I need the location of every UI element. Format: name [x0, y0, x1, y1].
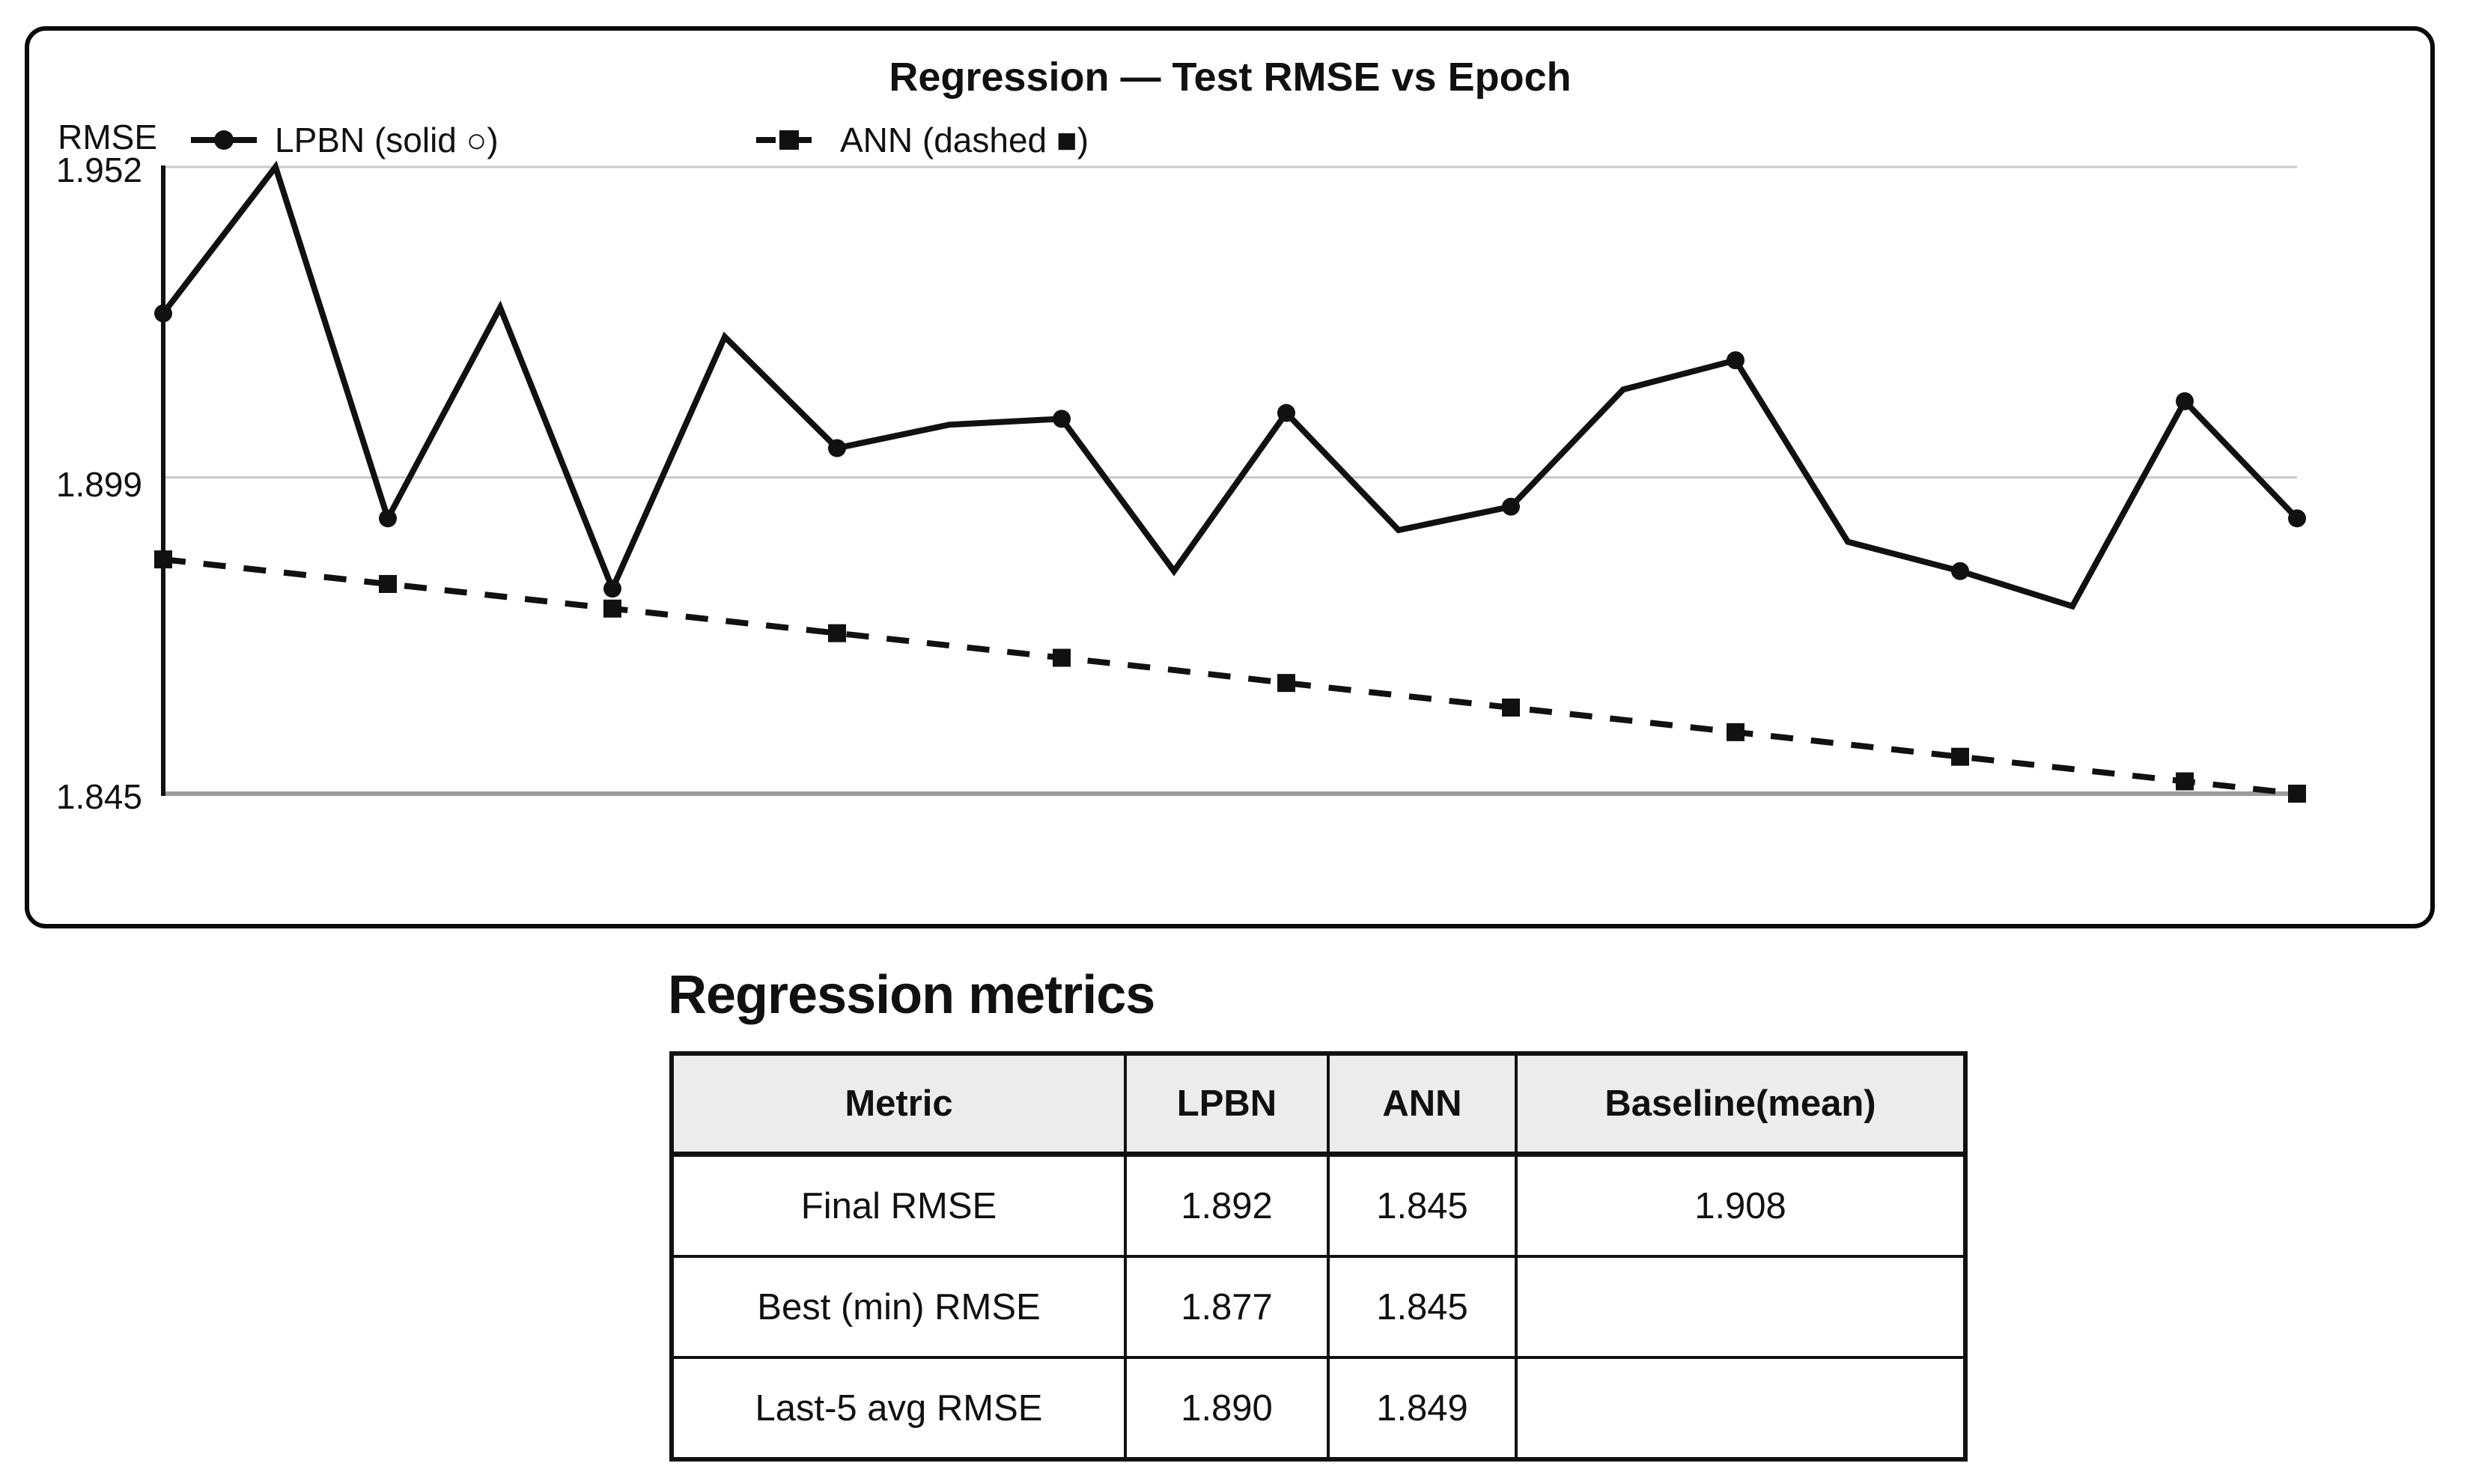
metrics-heading: Regression metrics: [668, 965, 1155, 1025]
metric-name-cell: Last-5 avg RMSE: [670, 1356, 1127, 1461]
ann-value-cell: 1.845: [1327, 1255, 1518, 1359]
legend-label-lpbn: LPBN (solid ○): [275, 121, 499, 159]
table-row: Best (min) RMSE 1.877 1.845: [670, 1255, 1967, 1359]
table-row: Last-5 avg RMSE 1.890 1.849: [670, 1356, 1967, 1461]
col-header-baseline: Baseline(mean): [1515, 1052, 1967, 1157]
y-tick-label-mid: 1.899: [55, 465, 142, 504]
dashed-line-square-marker-icon: [756, 130, 822, 150]
table-header-row: Metric LPBN ANN Baseline(mean): [670, 1052, 1967, 1157]
chart-card: [25, 26, 2435, 928]
ann-value-cell: 1.845: [1327, 1152, 1518, 1258]
legend-item-lpbn: LPBN (solid ○): [189, 120, 499, 160]
legend-label-ann: ANN (dashed ■): [840, 121, 1089, 159]
metrics-table: Metric LPBN ANN Baseline(mean) Final RMS…: [669, 1051, 1968, 1462]
ann-value-cell: 1.849: [1327, 1356, 1518, 1461]
baseline-value-cell: [1515, 1255, 1967, 1359]
chart-title: Regression — Test RMSE vs Epoch: [889, 55, 1572, 100]
metric-name-cell: Best (min) RMSE: [670, 1255, 1127, 1359]
col-header-ann: ANN: [1327, 1052, 1518, 1157]
y-axis-title: RMSE: [58, 118, 157, 156]
lpbn-value-cell: 1.892: [1124, 1152, 1330, 1258]
y-tick-label-min: 1.845: [55, 777, 142, 816]
legend-item-ann: ANN (dashed ■): [755, 120, 1089, 160]
baseline-value-cell: [1515, 1356, 1967, 1461]
lpbn-value-cell: 1.877: [1124, 1255, 1330, 1359]
y-tick-label-max: 1.952: [55, 150, 142, 189]
col-header-metric: Metric: [670, 1052, 1127, 1157]
lpbn-value-cell: 1.890: [1124, 1356, 1330, 1461]
solid-line-circle-marker-icon: [191, 130, 257, 150]
col-header-lpbn: LPBN: [1124, 1052, 1330, 1157]
baseline-value-cell: 1.908: [1515, 1152, 1967, 1258]
chart-legend: LPBN (solid ○) ANN (dashed ■): [0, 120, 2467, 160]
table-row: Final RMSE 1.892 1.845 1.908: [670, 1152, 1967, 1258]
metric-name-cell: Final RMSE: [670, 1152, 1127, 1258]
